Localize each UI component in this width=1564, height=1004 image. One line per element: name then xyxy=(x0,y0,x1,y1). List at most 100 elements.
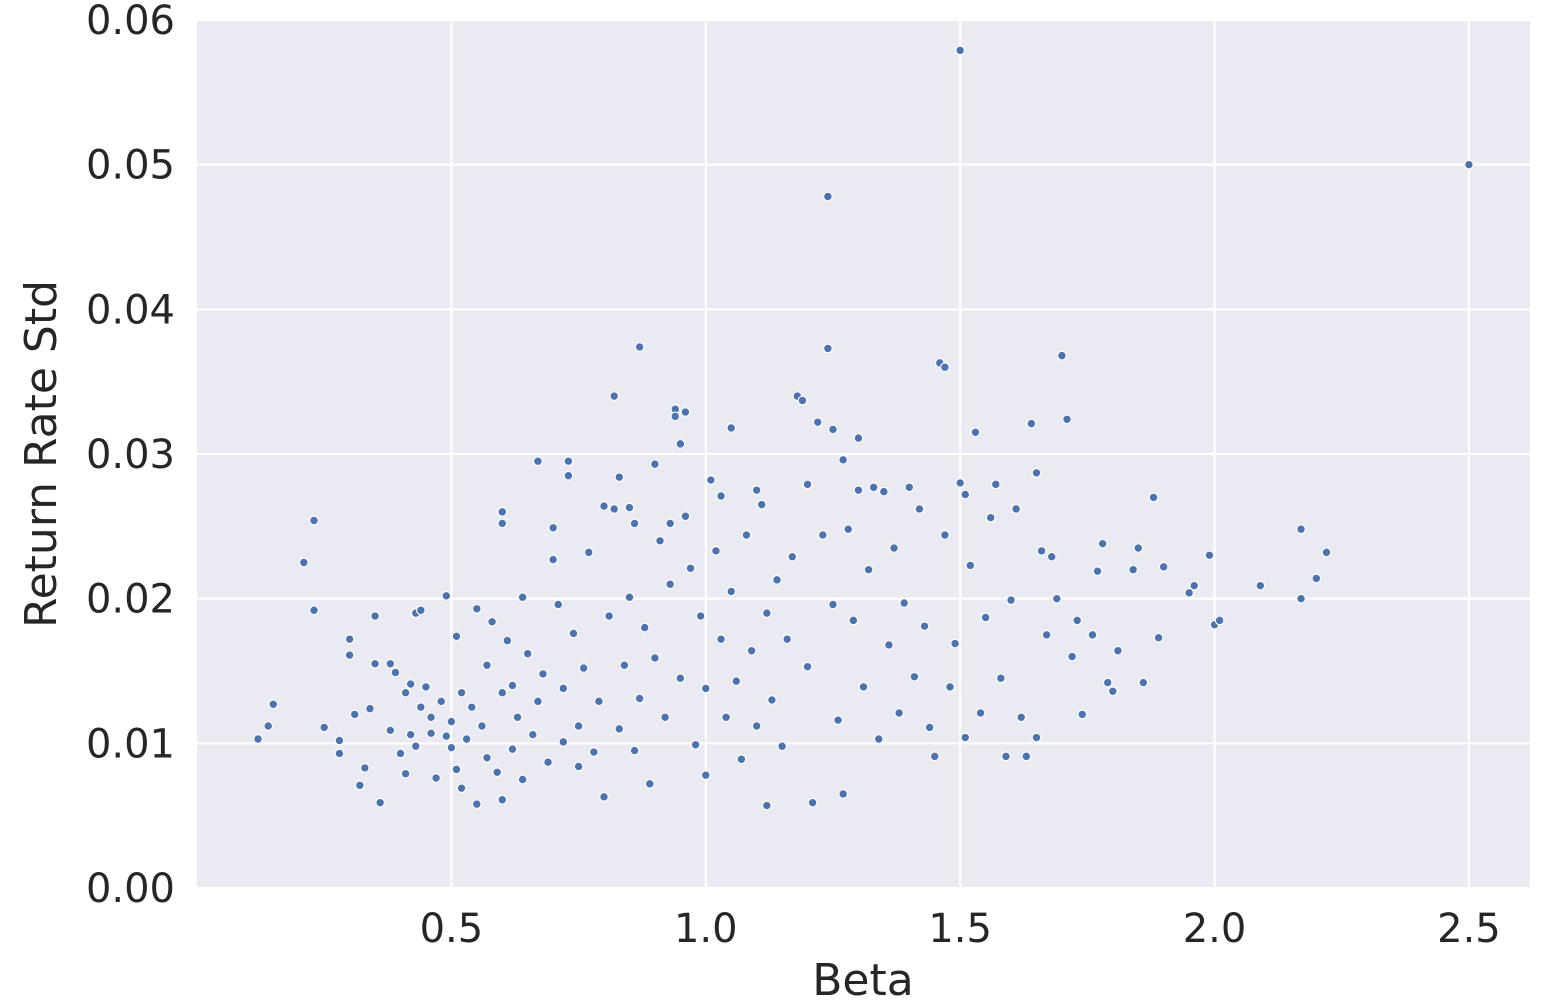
x-axis-label: Beta xyxy=(812,955,913,1004)
y-tick-label: 0.05 xyxy=(86,143,175,189)
data-point xyxy=(268,699,279,710)
data-point xyxy=(822,191,833,202)
data-point xyxy=(853,433,864,443)
data-point xyxy=(497,687,508,698)
data-point xyxy=(609,391,620,402)
data-point xyxy=(319,722,330,733)
data-point xyxy=(1255,580,1266,591)
data-point xyxy=(405,679,416,689)
data-point xyxy=(487,616,497,627)
data-point xyxy=(904,482,915,493)
data-point xyxy=(980,612,991,623)
data-point xyxy=(609,504,620,514)
data-point xyxy=(624,592,635,603)
data-point xyxy=(940,362,950,373)
data-point xyxy=(807,797,818,808)
data-point xyxy=(548,554,559,565)
data-point xyxy=(767,695,777,705)
data-point xyxy=(461,734,472,744)
data-point xyxy=(772,574,782,585)
data-point xyxy=(985,512,996,523)
y-tick-label: 0.06 xyxy=(86,0,175,44)
data-point xyxy=(573,721,584,731)
data-point xyxy=(721,712,732,723)
data-points xyxy=(253,45,1474,811)
data-point xyxy=(756,499,767,510)
data-point xyxy=(1057,350,1067,361)
data-point xyxy=(365,703,375,714)
data-point xyxy=(563,456,574,467)
data-point xyxy=(334,748,345,759)
data-point xyxy=(634,693,645,704)
data-point xyxy=(822,343,833,354)
data-point xyxy=(441,590,452,601)
data-point xyxy=(1031,732,1042,743)
data-point xyxy=(929,751,940,762)
data-point xyxy=(517,774,528,785)
data-point xyxy=(502,635,513,646)
data-point xyxy=(777,741,787,752)
data-point xyxy=(1077,709,1088,720)
data-point xyxy=(578,663,589,674)
data-point xyxy=(843,524,854,535)
data-point xyxy=(507,680,518,691)
data-point xyxy=(863,564,874,575)
data-point xyxy=(878,486,889,497)
data-point xyxy=(599,791,609,802)
data-point xyxy=(899,598,910,608)
data-point xyxy=(1296,593,1306,604)
data-point xyxy=(751,721,762,731)
data-point xyxy=(614,723,625,734)
data-point xyxy=(415,605,426,616)
data-point xyxy=(965,560,976,571)
data-point xyxy=(639,622,650,633)
data-point xyxy=(1153,632,1164,643)
data-point xyxy=(828,599,838,610)
data-point xyxy=(370,658,380,669)
data-point xyxy=(344,634,355,645)
data-point xyxy=(1184,587,1195,598)
data-point xyxy=(853,485,864,496)
data-point xyxy=(873,734,884,744)
data-point xyxy=(782,634,793,645)
data-point xyxy=(1311,573,1322,584)
data-point xyxy=(334,735,345,746)
data-point xyxy=(680,511,691,522)
data-point xyxy=(690,739,701,750)
data-point xyxy=(650,653,660,663)
data-point xyxy=(1051,593,1062,604)
data-point xyxy=(451,764,462,775)
data-point xyxy=(914,504,925,514)
data-point xyxy=(507,744,518,755)
data-point xyxy=(568,628,579,639)
data-point xyxy=(1092,566,1103,577)
data-point xyxy=(1021,751,1032,762)
data-point xyxy=(909,671,920,682)
data-point xyxy=(466,702,477,713)
data-point xyxy=(359,763,370,773)
data-point xyxy=(370,611,380,621)
data-point xyxy=(624,502,635,513)
data-point xyxy=(253,734,263,744)
data-point xyxy=(405,729,416,740)
data-point xyxy=(1087,629,1098,640)
data-point xyxy=(1011,504,1022,514)
data-point xyxy=(451,631,462,642)
data-point xyxy=(375,797,386,808)
data-point xyxy=(415,702,426,713)
data-point xyxy=(588,747,599,757)
y-tick-label: 0.01 xyxy=(86,721,175,767)
data-point xyxy=(919,621,930,632)
data-point xyxy=(492,767,503,778)
data-point xyxy=(924,722,935,733)
data-point xyxy=(995,673,1006,684)
data-point xyxy=(940,530,950,540)
data-point xyxy=(894,708,905,718)
data-point xyxy=(629,518,640,529)
data-point xyxy=(400,768,411,779)
data-point xyxy=(705,475,716,485)
data-point xyxy=(660,712,670,723)
data-point xyxy=(477,721,487,731)
data-point xyxy=(344,650,355,660)
data-point xyxy=(497,794,508,805)
